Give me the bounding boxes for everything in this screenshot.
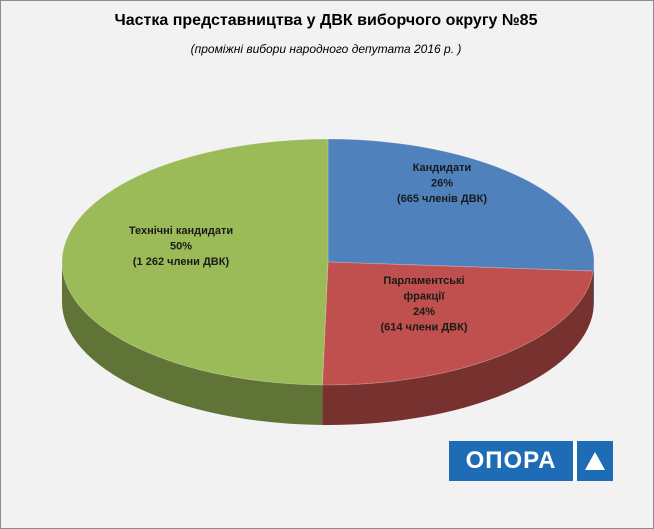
logo-text: ОПОРА — [449, 441, 573, 481]
slice-side-1 — [322, 271, 594, 425]
slice-label-2: Технічні кандидати 50% (1 262 члени ДВК) — [129, 225, 233, 268]
triangle-icon — [577, 441, 613, 481]
chart-subtitle: (проміжні вибори народного депутата 2016… — [190, 42, 462, 56]
slice-label-0: Кандидати 26% (665 членів ДВК) — [397, 162, 487, 205]
opora-logo: ОПОРА — [449, 441, 613, 481]
slice-side-0 — [593, 262, 594, 312]
chart-title: Частка представництва у ДВК виборчого ок… — [114, 12, 538, 29]
slice-2 — [61, 138, 329, 386]
slice-1 — [321, 261, 594, 386]
slice-label-1: Парламентські фракції 24% (614 члени ДВК) — [380, 275, 467, 334]
slice-0 — [327, 138, 595, 272]
slice-side-2 — [62, 262, 323, 425]
